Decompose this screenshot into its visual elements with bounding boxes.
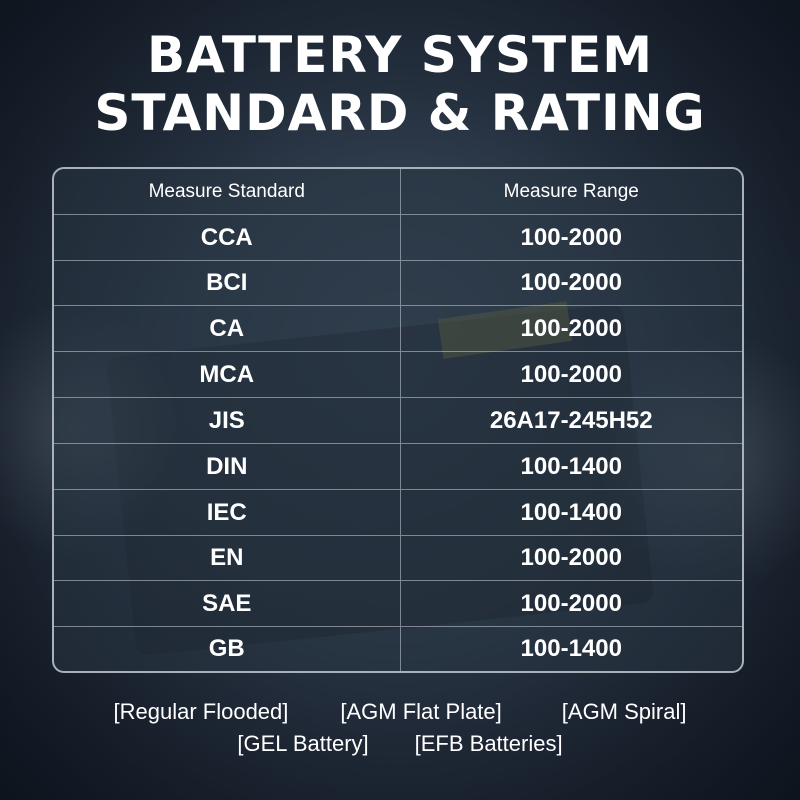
standard-cell: DIN [54, 444, 401, 489]
table-row: BCI 100-2000 [54, 260, 742, 305]
table-row: SAE 100-2000 [54, 580, 742, 626]
table-row: CCA 100-2000 [54, 214, 742, 260]
battery-type-agm-spiral: [AGM Spiral] [561, 699, 687, 724]
standard-cell: GB [54, 627, 401, 671]
range-cell: 100-2000 [520, 360, 622, 388]
standards-table: Measure Standard Measure Range CCA 100-2… [52, 167, 744, 673]
table-row: MCA 100-2000 [54, 351, 742, 397]
table-row: IEC 100-1400 [54, 489, 742, 535]
standard-cell: CA [54, 306, 401, 351]
table-row: JIS 26A17-245H52 [54, 397, 742, 443]
header-measure-range: Measure Range [503, 180, 639, 202]
table-row: EN 100-2000 [54, 535, 742, 580]
standard-cell: IEC [54, 490, 401, 535]
range-cell: 100-1400 [520, 452, 622, 480]
title-line-2: STANDARD & RATING [94, 84, 706, 142]
standard-cell: EN [54, 536, 401, 580]
standard-cell: MCA [54, 352, 401, 397]
range-cell: 100-2000 [520, 544, 622, 571]
battery-types-line-2: [GEL Battery] [EFB Batteries] [0, 731, 800, 757]
range-cell: 26A17-245H52 [489, 406, 653, 434]
range-cell: 100-2000 [520, 314, 622, 342]
title-line-1: BATTERY SYSTEM [146, 26, 654, 84]
battery-type-efb-batteries: [EFB Batteries] [414, 731, 563, 756]
standard-cell: CCA [54, 215, 401, 260]
standard-cell: BCI [54, 261, 401, 305]
range-cell: 100-1400 [520, 635, 622, 662]
table-row: DIN 100-1400 [54, 443, 742, 489]
table-row: CA 100-2000 [54, 305, 742, 351]
range-cell: 100-1400 [520, 498, 622, 526]
table-header-row: Measure Standard Measure Range [54, 169, 742, 214]
battery-type-agm-flat-plate: [AGM Flat Plate] [340, 699, 502, 724]
range-cell: 100-2000 [520, 223, 622, 251]
page-title: BATTERY SYSTEM STANDARD & RATING [0, 26, 800, 142]
standard-cell: SAE [54, 581, 401, 626]
battery-types-line-1: [Regular Flooded] [AGM Flat Plate] [AGM Sp… [0, 699, 800, 725]
battery-type-gel-battery: [GEL Battery] [237, 731, 369, 756]
battery-type-regular-flooded: [Regular Flooded] [113, 699, 289, 724]
range-cell: 100-2000 [520, 269, 622, 296]
standard-cell: JIS [54, 398, 401, 443]
table-row: GB 100-1400 [54, 626, 742, 671]
range-cell: 100-2000 [520, 589, 622, 617]
header-measure-standard: Measure Standard [54, 169, 401, 214]
